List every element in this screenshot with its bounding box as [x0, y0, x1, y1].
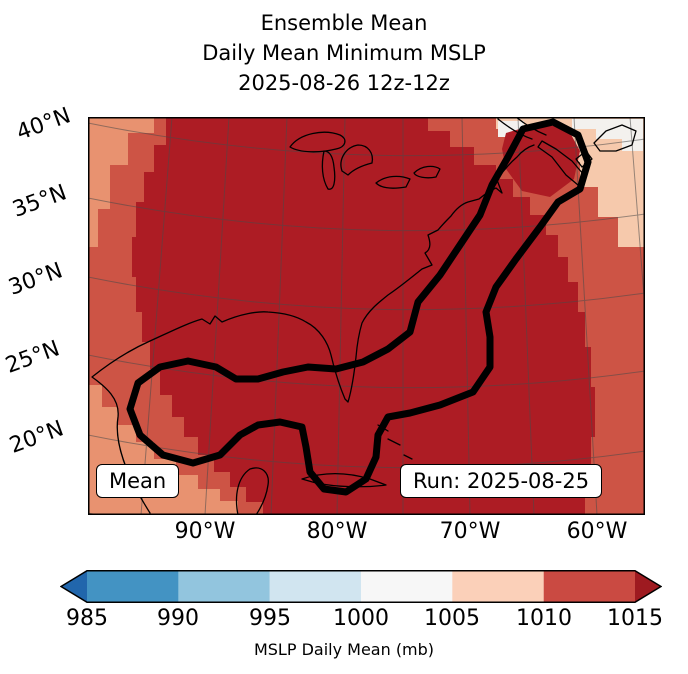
lake-huron — [340, 144, 374, 176]
colorbar-seg-985-990 — [87, 570, 179, 603]
lon-tick-60w: 60°W — [566, 519, 628, 544]
colorbar-over-arrow — [635, 570, 661, 603]
lake-michigan — [321, 150, 336, 190]
cbar-tick-1010: 1010 — [516, 606, 572, 631]
lat-tick-25n: 25°N — [2, 336, 64, 379]
coastlines — [91, 117, 637, 515]
cbar-tick-985: 985 — [66, 606, 108, 631]
lat-tick-35n: 35°N — [9, 180, 71, 223]
lon-tick-70w: 70°W — [439, 519, 501, 544]
colorbar-seg-1000-1005 — [361, 570, 453, 603]
map-panel: Mean Run: 2025-08-25 — [88, 117, 645, 515]
fill-1005-1010-topleft — [88, 117, 154, 247]
colorbar-label: MSLP Daily Mean (mb) — [253, 640, 435, 659]
lake-ontario — [413, 165, 441, 179]
mslp-map — [88, 117, 645, 515]
cbar-tick-1000: 1000 — [333, 606, 389, 631]
cbar-tick-990: 990 — [157, 606, 199, 631]
title-line-2: Daily Mean Minimum MSLP — [202, 41, 486, 65]
lat-tick-30n: 30°N — [5, 258, 67, 301]
cbar-tick-1015: 1015 — [607, 606, 663, 631]
title-line-3: 2025-08-26 12z-12z — [238, 71, 450, 95]
mslp-contour-line — [126, 118, 592, 496]
coastline-newfoundland — [593, 124, 637, 152]
figure-title: Ensemble Mean Daily Mean Minimum MSLP 20… — [0, 8, 688, 98]
lake-superior — [289, 131, 346, 153]
lat-tick-20n: 20°N — [6, 416, 68, 459]
cbar-tick-1005: 1005 — [424, 606, 480, 631]
colorbar — [59, 570, 663, 603]
lon-tick-90w: 90°W — [174, 519, 236, 544]
mean-label-box: Mean — [96, 464, 180, 498]
title-line-1: Ensemble Mean — [260, 11, 428, 35]
coastline-yucatan — [235, 467, 269, 515]
fill-over-1015-novascotia — [502, 123, 580, 197]
colorbar-seg-995-1000 — [269, 570, 362, 603]
colorbar-seg-1005-1010 — [452, 570, 544, 603]
coastline-cuba — [301, 473, 387, 488]
lon-tick-80w: 80°W — [306, 519, 368, 544]
cbar-tick-995: 995 — [249, 606, 291, 631]
colorbar-outline — [59, 570, 663, 603]
fill-1000-1005-topright — [496, 117, 645, 247]
run-date-box: Run: 2025-08-25 — [400, 464, 603, 498]
lake-erie — [375, 175, 411, 189]
colorbar-seg-990-995 — [178, 570, 270, 603]
colorbar-seg-1010-1015 — [543, 570, 636, 603]
lat-tick-40n: 40°N — [13, 103, 75, 146]
map-frame — [88, 117, 645, 515]
coastline-gulf-atlantic — [91, 144, 535, 514]
colorbar-under-arrow — [61, 570, 87, 603]
